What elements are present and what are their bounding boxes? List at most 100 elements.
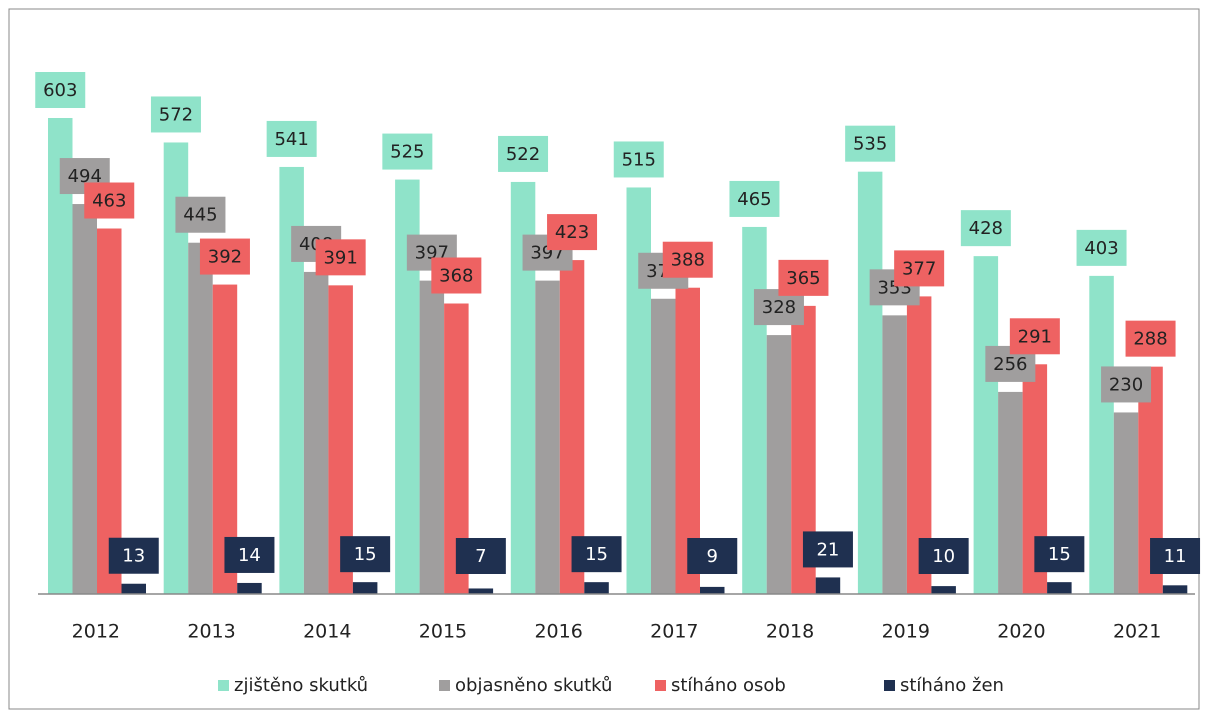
bar: [700, 586, 725, 594]
legend-label: stíháno osob: [671, 675, 786, 696]
data-label: 445: [183, 205, 217, 226]
data-label: 15: [585, 544, 608, 565]
data-label: 572: [159, 104, 193, 125]
x-tick-label: 2018: [766, 621, 814, 643]
data-label: 535: [853, 134, 887, 155]
x-tick-label: 2015: [419, 621, 467, 643]
x-tick-label: 2016: [534, 621, 582, 643]
bar: [352, 582, 378, 594]
bar: [72, 204, 97, 594]
data-label: 494: [68, 166, 102, 187]
x-tick-label: 2020: [997, 621, 1045, 643]
data-label: 603: [43, 80, 77, 101]
data-label: 256: [993, 354, 1027, 375]
data-label-box: [84, 182, 135, 219]
bar: [973, 256, 999, 594]
data-label: 230: [1109, 374, 1143, 395]
x-tick-label: 2013: [187, 621, 235, 643]
bar: [535, 280, 560, 594]
data-label: 428: [969, 218, 1003, 239]
data-label: 515: [622, 149, 656, 170]
data-label: 392: [208, 247, 242, 268]
data-label-box: [35, 72, 86, 108]
data-label: 368: [439, 266, 473, 287]
data-label-box: [340, 536, 391, 573]
bar: [419, 280, 445, 594]
data-label-box: [498, 135, 549, 172]
data-label-box: [778, 259, 829, 296]
data-label: 541: [274, 129, 308, 150]
bar: [237, 582, 262, 594]
legend-marker: [884, 680, 895, 691]
data-label-box: [571, 536, 622, 573]
data-label: 522: [506, 144, 540, 165]
bar: [468, 588, 494, 594]
data-label-box: [199, 238, 250, 275]
bar: [931, 586, 956, 594]
data-label: 288: [1133, 329, 1167, 350]
data-label-box: [108, 537, 159, 574]
bar: [857, 171, 883, 594]
data-label-box: [845, 125, 896, 162]
bar: [815, 577, 841, 594]
data-label: 291: [1018, 326, 1052, 347]
data-label-box: [315, 239, 366, 276]
data-label-box: [729, 180, 780, 217]
bar: [97, 228, 122, 594]
data-label: 10: [932, 546, 955, 567]
data-label: 465: [737, 189, 771, 210]
data-label: 9: [707, 546, 718, 567]
data-label: 403: [1084, 238, 1118, 259]
x-tick-label: 2021: [1113, 621, 1161, 643]
data-label-box: [175, 196, 226, 233]
bar: [1089, 275, 1114, 594]
data-label: 328: [762, 297, 796, 318]
bar: [766, 335, 792, 594]
data-label-box: [1076, 229, 1127, 266]
data-label-box: [1034, 536, 1085, 573]
data-label-box: [382, 133, 433, 170]
legend-label: objasněno skutků: [455, 675, 612, 696]
data-label: 377: [902, 258, 936, 279]
data-label: 525: [390, 142, 424, 163]
data-label-box: [547, 214, 598, 251]
data-label: 388: [671, 250, 705, 271]
legend-marker: [439, 680, 450, 691]
data-label: 7: [475, 546, 486, 567]
data-label-box: [960, 210, 1011, 247]
bar: [584, 582, 609, 594]
bar: [188, 242, 213, 594]
data-label-box: [918, 538, 969, 574]
bar: [1162, 585, 1188, 594]
bar: [998, 391, 1023, 594]
x-tick-label: 2017: [650, 621, 698, 643]
data-label-box: [894, 250, 945, 287]
bar: [48, 118, 73, 594]
bar: [651, 298, 676, 594]
data-label-box: [150, 96, 201, 133]
legend-marker: [218, 680, 229, 691]
bar: [1113, 412, 1139, 594]
bar: [882, 315, 907, 594]
data-label: 463: [92, 191, 126, 212]
data-label: 423: [555, 222, 589, 243]
x-tick-label: 2019: [882, 621, 930, 643]
data-label-box: [662, 241, 713, 278]
x-tick-label: 2014: [303, 621, 351, 643]
data-label-box: [266, 120, 317, 157]
bar: [303, 271, 329, 594]
data-label: 21: [816, 539, 839, 560]
bar: [121, 583, 146, 594]
data-label-box: [1009, 318, 1060, 355]
data-label-box: [455, 538, 506, 574]
legend-label: zjištěno skutků: [234, 675, 368, 696]
data-label: 365: [786, 268, 820, 289]
data-label: 15: [1048, 544, 1071, 565]
data-label-box: [802, 531, 853, 568]
data-label: 11: [1164, 546, 1187, 567]
bar: [626, 187, 651, 594]
data-label-box: [224, 536, 275, 573]
legend-marker: [655, 680, 666, 691]
data-label-box: [1125, 320, 1176, 357]
